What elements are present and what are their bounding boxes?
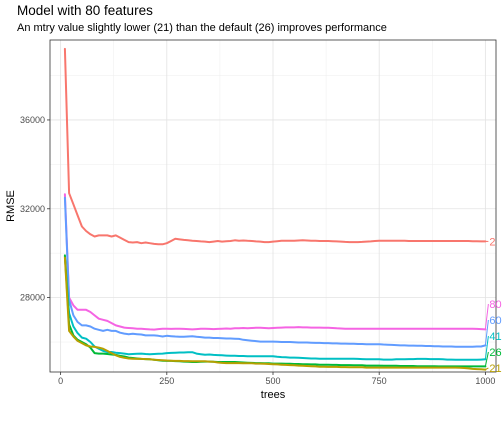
end-label-80: 80	[489, 299, 501, 311]
y-tick-label: 32000	[20, 204, 45, 214]
series-line-41	[63, 255, 487, 361]
x-tick-label: 250	[159, 376, 174, 386]
end-label-26: 26	[489, 347, 501, 359]
end-label-leader-21	[485, 367, 489, 371]
end-label-leader-80	[484, 303, 489, 330]
end-label-60: 60	[489, 315, 501, 327]
y-tick-label: 28000	[20, 293, 45, 303]
end-label-leader-60	[484, 319, 489, 346]
chart-title: Model with 80 features	[17, 3, 153, 18]
series-line-80	[63, 193, 487, 331]
end-label-leader-41	[484, 335, 489, 360]
x-tick-label: 500	[265, 376, 280, 386]
end-label-41: 41	[489, 331, 501, 343]
series-line-2	[63, 47, 487, 246]
x-tick-label: 750	[372, 376, 387, 386]
chart-subtitle: An mtry value slightly lower (21) than t…	[17, 22, 387, 34]
series-line-60	[63, 196, 487, 348]
x-tick-label: 1000	[475, 376, 495, 386]
end-label-2: 2	[489, 236, 495, 248]
series-line-21	[63, 256, 487, 371]
end-label-leader-26	[484, 351, 489, 367]
x-axis-title: trees	[261, 389, 286, 401]
y-tick-label: 36000	[20, 115, 45, 125]
end-label-21: 21	[489, 363, 501, 375]
x-tick-label: 0	[58, 376, 63, 386]
y-axis-title: RMSE	[5, 190, 17, 222]
